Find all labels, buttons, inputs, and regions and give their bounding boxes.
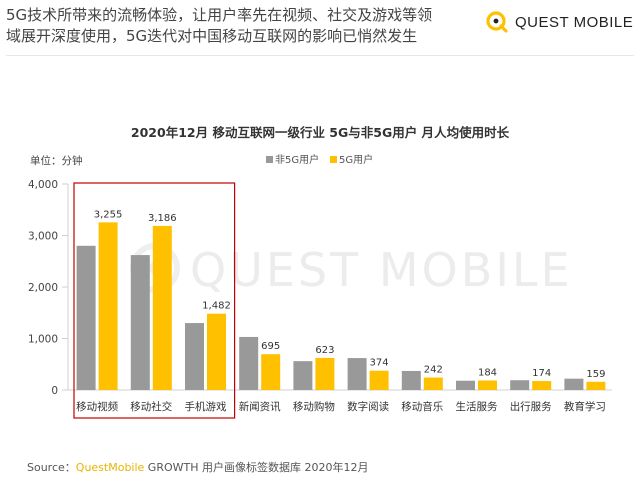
watermark-layer: QUEST MOBILE xyxy=(130,243,573,297)
bar-5g-3 xyxy=(207,313,226,390)
y-tick-label: 1,000 xyxy=(28,334,58,346)
bar-non5g-9 xyxy=(510,380,530,390)
unit-label: 单位：分钟 xyxy=(30,154,83,167)
source-brand: QuestMobile xyxy=(75,461,145,474)
bar-non5g-7 xyxy=(401,370,421,390)
x-tick-label: 生活服务 xyxy=(456,400,498,413)
legend-label-non5g: 非5G用户 xyxy=(275,153,319,166)
bars: 3,255 3,186 1,482 695 623 374 242 184 174 159 xyxy=(76,209,606,390)
source-note: Source：QuestMobile GROWTH 用户画像标签数据库 2020… xyxy=(27,459,369,475)
bar-non5g-1 xyxy=(76,245,96,390)
bar-value-label: 1,482 xyxy=(202,301,231,312)
header-divider xyxy=(6,55,634,56)
x-tick-label: 移动音乐 xyxy=(401,400,443,413)
x-tick-label: 移动社交 xyxy=(130,400,172,413)
bar-5g-7 xyxy=(423,377,443,390)
headline-line-2: 域展开深度使用，5G迭代对中国移动互联网的影响已悄然发生 xyxy=(6,27,418,45)
legend-swatch-5g xyxy=(330,156,337,163)
bar-5g-5 xyxy=(315,357,335,390)
bar-non5g-5 xyxy=(293,361,313,390)
bar-5g-2 xyxy=(152,225,172,390)
legend-swatch-non5g xyxy=(266,156,273,163)
bar-chart: QUEST MOBILE 2020年12月 移动互联网一级行业 5G与非5G用户… xyxy=(28,125,612,419)
bar-5g-8 xyxy=(478,380,497,390)
bar-value-label: 623 xyxy=(315,345,334,356)
y-tick-label: 3,000 xyxy=(28,231,58,243)
x-tick-label: 移动购物 xyxy=(293,400,335,413)
y-tick-label: 2,000 xyxy=(28,282,58,294)
bar-non5g-4 xyxy=(239,336,259,390)
x-tick-label: 数字阅读 xyxy=(347,400,389,413)
headline: 5G技术所带来的流畅体验，让用户率先在视频、社交及游戏等领 域展开深度使用，5G… xyxy=(6,5,476,47)
bar-5g-1 xyxy=(98,222,118,390)
bar-value-label: 374 xyxy=(370,358,389,369)
questmobile-logo: QUEST MOBILE xyxy=(485,10,633,34)
source-text: GROWTH 用户画像标签数据库 2020年12月 xyxy=(144,461,369,474)
bar-value-label: 159 xyxy=(586,369,605,380)
bar-non5g-6 xyxy=(347,358,367,390)
watermark-text: QUEST MOBILE xyxy=(190,243,573,297)
logo-brand-text: QUEST MOBILE xyxy=(515,13,634,31)
questmobile-logo-icon xyxy=(486,11,508,33)
highlight-box xyxy=(73,182,236,419)
y-tick-label: 4,000 xyxy=(28,179,58,191)
bar-5g-4 xyxy=(261,354,281,390)
x-tick-label: 手机游戏 xyxy=(185,400,227,413)
bar-5g-6 xyxy=(369,370,389,390)
source-label: Source： xyxy=(27,461,76,474)
x-tick-label: 出行服务 xyxy=(510,400,552,413)
bar-value-label: 184 xyxy=(478,368,497,379)
bar-5g-9 xyxy=(532,381,552,390)
x-tick-label: 移动视频 xyxy=(76,400,118,413)
x-tick-label: 新闻资讯 xyxy=(239,400,281,413)
bar-value-label: 3,186 xyxy=(148,213,177,224)
bar-non5g-8 xyxy=(456,380,475,390)
x-axis: 移动视频 移动社交 手机游戏 新闻资讯 移动购物 数字阅读 移动音乐 生活服务 出行服务 教育学习 xyxy=(76,400,606,413)
y-tick-label: 0 xyxy=(51,385,58,397)
bar-non5g-10 xyxy=(564,378,584,390)
legend: 非5G用户 5G用户 xyxy=(266,153,373,166)
bar-value-label: 3,255 xyxy=(94,209,123,220)
x-tick-label: 教育学习 xyxy=(564,400,606,413)
bar-non5g-2 xyxy=(130,255,150,390)
bar-value-label: 242 xyxy=(424,365,443,376)
bar-value-label: 695 xyxy=(261,341,280,352)
legend-label-5g: 5G用户 xyxy=(339,153,373,166)
bar-5g-10 xyxy=(586,381,606,390)
bar-non5g-3 xyxy=(185,323,204,390)
headline-line-1: 5G技术所带来的流畅体验，让用户率先在视频、社交及游戏等领 xyxy=(6,6,433,24)
chart-title: 2020年12月 移动互联网一级行业 5G与非5G用户 月人均使用时长 xyxy=(131,125,510,140)
bar-value-label: 174 xyxy=(532,368,551,379)
